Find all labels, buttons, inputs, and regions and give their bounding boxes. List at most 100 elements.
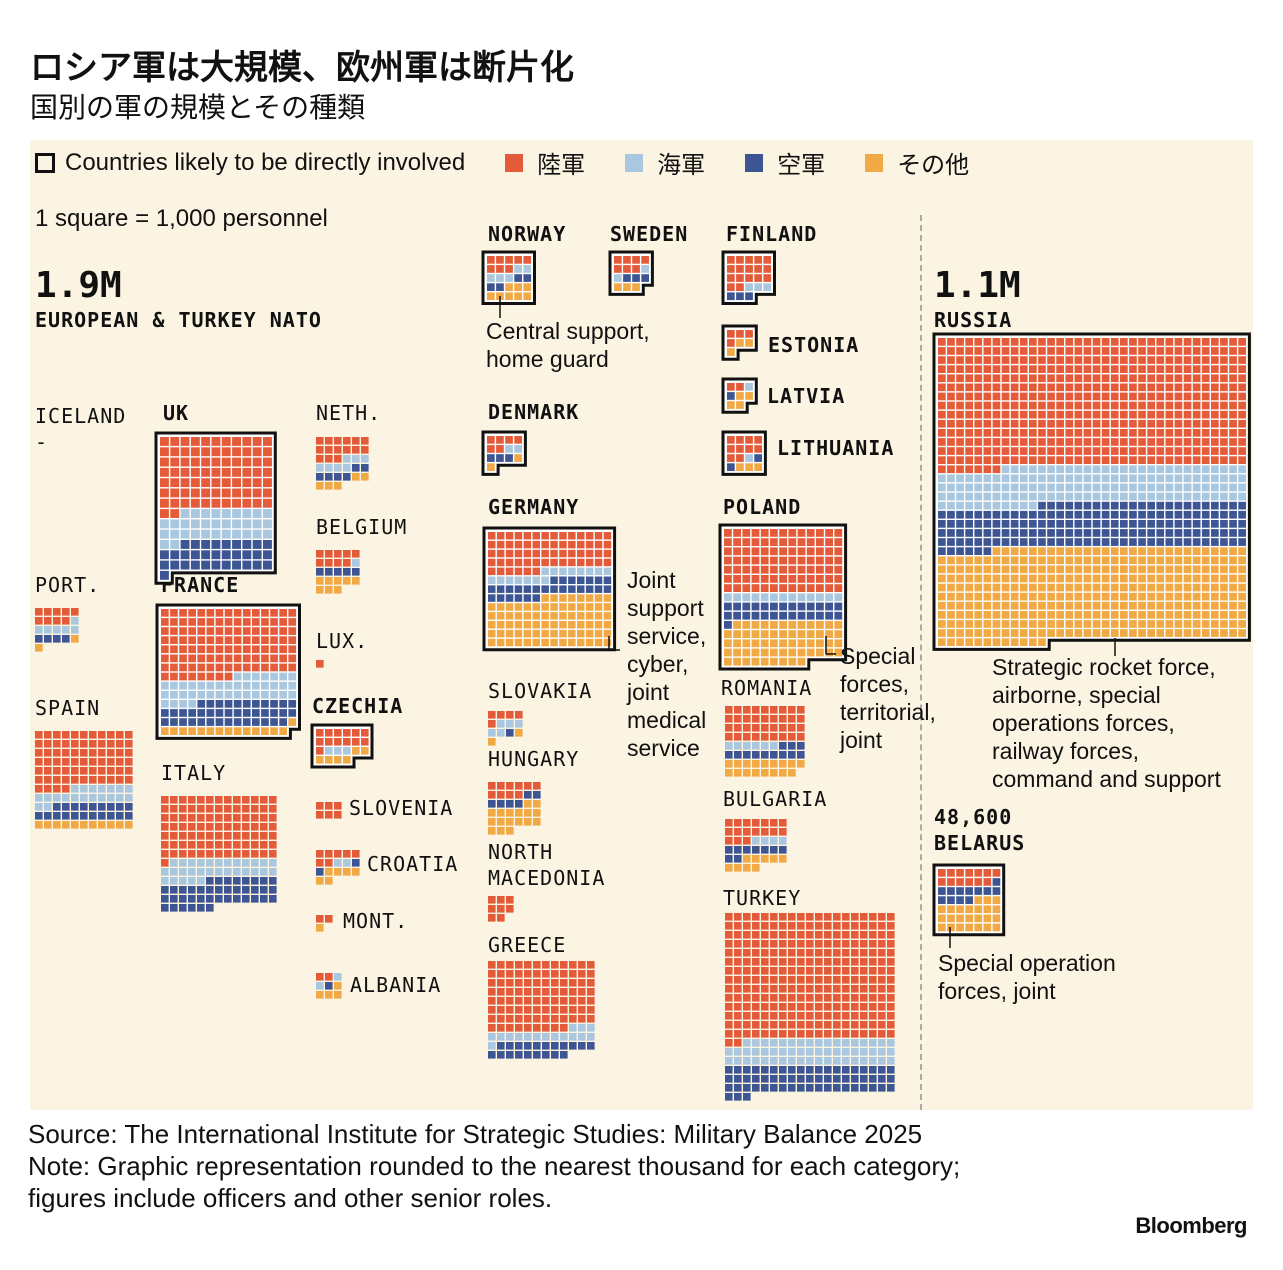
square-air: [343, 473, 351, 481]
square-air: [161, 718, 169, 726]
square-army: [761, 958, 769, 966]
square-army: [496, 265, 504, 273]
square-navy: [179, 690, 187, 699]
square-army: [251, 823, 259, 831]
square-army: [160, 488, 169, 498]
square-army: [1165, 419, 1174, 428]
square-air: [834, 602, 843, 611]
square-other: [1238, 611, 1246, 619]
square-army: [1010, 401, 1019, 410]
square-army: [125, 749, 133, 757]
square-army: [533, 1006, 541, 1014]
square-army: [587, 961, 595, 969]
square-navy: [1019, 465, 1028, 474]
square-army: [569, 979, 577, 987]
square-army: [824, 967, 832, 975]
square-army: [992, 410, 1001, 419]
square-army: [505, 265, 513, 273]
square-air: [1220, 510, 1228, 519]
square-air: [992, 520, 1001, 528]
square-army: [816, 575, 824, 583]
square-army: [1220, 392, 1228, 401]
square-other: [938, 923, 946, 932]
square-air: [532, 585, 540, 593]
square-army: [725, 1003, 733, 1011]
square-army: [1065, 419, 1074, 428]
square-other: [1138, 574, 1146, 583]
square-air: [89, 803, 97, 811]
square-army: [1047, 456, 1055, 464]
square-army: [1129, 338, 1137, 346]
square-army: [80, 731, 88, 739]
square-air: [505, 454, 513, 462]
square-army: [887, 1003, 895, 1011]
square-army: [1101, 374, 1110, 383]
square-navy: [1029, 465, 1037, 474]
square-navy: [878, 1057, 886, 1065]
square-other: [938, 565, 946, 574]
square-air: [725, 855, 733, 863]
square-army: [956, 347, 964, 355]
square-air: [252, 700, 260, 708]
square-air: [770, 1084, 778, 1092]
square-army: [560, 961, 568, 969]
square-army: [242, 467, 252, 477]
square-air: [252, 709, 260, 717]
square-army: [938, 383, 946, 392]
square-army: [965, 374, 973, 383]
square-navy: [770, 1048, 778, 1056]
square-navy: [754, 283, 762, 291]
square-army: [242, 447, 252, 457]
square-other: [1038, 620, 1046, 628]
square-army: [1174, 338, 1183, 346]
square-other: [325, 756, 333, 764]
square-navy: [806, 593, 815, 602]
square-air: [860, 1066, 868, 1074]
square-army: [1201, 429, 1210, 437]
square-army: [1129, 438, 1137, 446]
square-other: [1019, 592, 1028, 601]
square-other: [577, 621, 585, 629]
square-army: [974, 392, 983, 401]
square-other: [1220, 620, 1228, 628]
square-army: [161, 841, 169, 849]
square-air: [1174, 538, 1183, 546]
square-other: [965, 629, 973, 637]
square-army: [533, 997, 541, 1005]
square-other: [1147, 556, 1155, 565]
square-army: [488, 997, 496, 1005]
square-navy: [197, 868, 205, 876]
square-other: [1138, 565, 1146, 574]
square-army: [107, 740, 115, 748]
annotation-belarus: Special operation forces, joint: [938, 950, 1116, 1004]
square-army: [515, 782, 523, 790]
square-other: [505, 292, 513, 301]
square-air: [1038, 529, 1046, 537]
square-army: [487, 436, 495, 444]
square-other: [965, 638, 973, 646]
square-other: [983, 583, 992, 592]
square-navy: [1174, 474, 1183, 483]
square-army: [833, 1021, 841, 1029]
square-army: [725, 922, 733, 930]
square-navy: [107, 785, 115, 793]
square-other: [1138, 592, 1146, 601]
square-army: [1047, 410, 1055, 419]
square-army: [551, 979, 559, 987]
square-air: [788, 611, 797, 620]
square-air: [623, 274, 631, 282]
square-navy: [201, 529, 211, 539]
square-army: [206, 796, 214, 804]
square-army: [585, 549, 594, 558]
square-army: [974, 347, 983, 355]
square-army: [788, 976, 796, 984]
square-air: [724, 611, 732, 620]
square-navy: [279, 672, 287, 681]
square-army: [269, 814, 277, 822]
square-army: [754, 436, 762, 444]
square-army: [188, 654, 196, 663]
square-air: [603, 576, 612, 584]
square-air: [1001, 520, 1010, 528]
square-other: [1065, 592, 1074, 601]
square-army: [35, 776, 43, 784]
